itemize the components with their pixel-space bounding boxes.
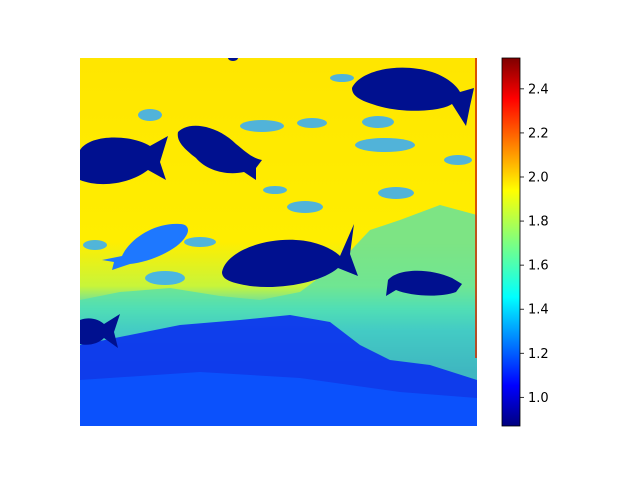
small-fish: [83, 240, 107, 250]
seabed-region: [80, 372, 477, 426]
large-fish: [352, 67, 474, 126]
colorbar-tick-label: 1.0: [528, 391, 549, 406]
small-fish: [355, 138, 415, 152]
colorbar-tick-label: 1.4: [528, 303, 549, 318]
small-fish: [184, 237, 216, 247]
large-fish: [80, 136, 168, 185]
large-fish: [222, 224, 358, 288]
small-fish: [378, 187, 414, 199]
edge-strip: [475, 58, 477, 358]
small-fish: [263, 186, 287, 194]
small-fish: [138, 109, 162, 121]
large-fish: [177, 125, 262, 180]
colorbar-gradient: [501, 57, 521, 427]
large-fish: [80, 314, 120, 348]
colorbar-tick-label: 1.2: [528, 347, 549, 362]
small-fish: [330, 74, 354, 82]
colorbar-tick-label: 2.2: [528, 126, 549, 141]
colorbar-tick-label: 2.0: [528, 170, 549, 185]
colorbar: 1.0 1.2 1.4 1.6 1.8 2.0 2.2 2.4: [501, 57, 549, 427]
small-fish: [145, 271, 185, 285]
large-fish: [228, 58, 238, 61]
small-fish: [287, 201, 323, 213]
mid-fish-group: [102, 223, 188, 270]
small-fish-group: [83, 74, 472, 285]
small-fish: [444, 155, 472, 165]
colorbar-tick-label: 1.8: [528, 215, 549, 230]
small-fish: [297, 118, 327, 128]
colorbar-ticks: 1.0 1.2 1.4 1.6 1.8 2.0 2.2 2.4: [520, 82, 549, 406]
heatmap-image: [80, 58, 477, 426]
large-fish-group: [80, 58, 474, 348]
mid-fish: [102, 223, 188, 270]
small-fish: [362, 116, 394, 128]
small-fish: [240, 120, 284, 132]
large-fish: [386, 270, 462, 296]
colorbar-tick-label: 2.4: [528, 82, 549, 97]
colorbar-tick-label: 1.6: [528, 259, 549, 274]
